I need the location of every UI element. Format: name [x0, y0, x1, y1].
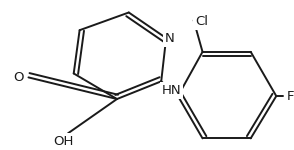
Text: O: O [14, 71, 24, 84]
Text: Cl: Cl [195, 15, 208, 28]
Text: HN: HN [162, 84, 181, 97]
Text: N: N [165, 32, 175, 45]
Text: F: F [286, 90, 294, 103]
Text: OH: OH [54, 135, 74, 148]
